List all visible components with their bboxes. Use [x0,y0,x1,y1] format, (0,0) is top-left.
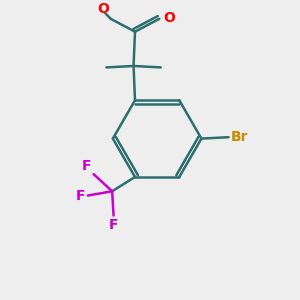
Text: F: F [109,218,118,233]
Text: F: F [76,188,86,203]
Text: F: F [82,159,91,173]
Text: Br: Br [231,130,248,144]
Text: O: O [163,11,175,25]
Text: O: O [98,2,109,16]
